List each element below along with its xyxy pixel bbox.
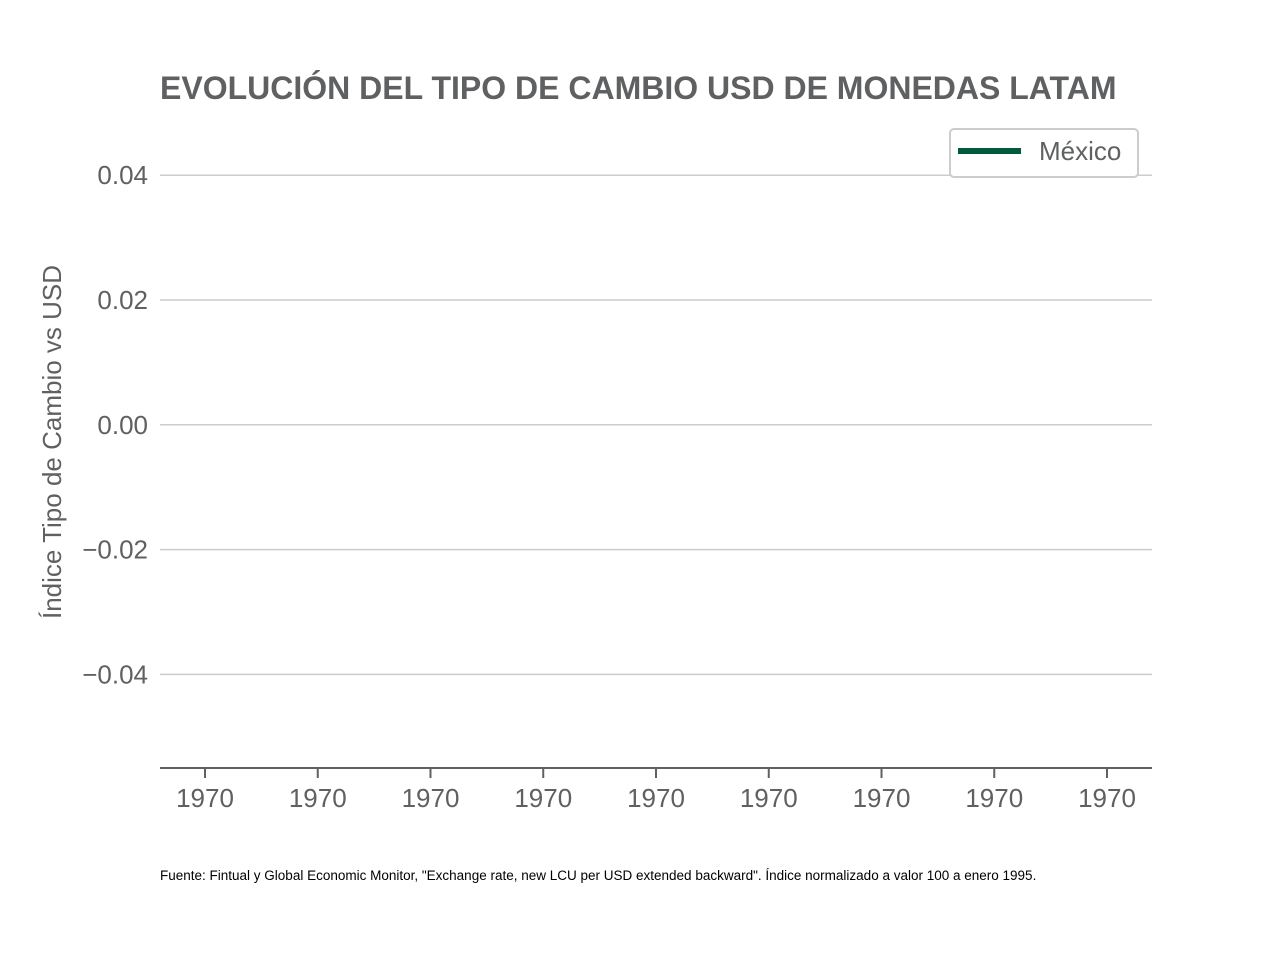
- x-ticks: 1970 1970 1970 1970 1970 1970 1970 1970 1970: [176, 768, 1136, 813]
- y-tick-label: 0.00: [97, 410, 148, 440]
- x-tick-label: 1970: [289, 783, 347, 813]
- x-tick-label: 1970: [740, 783, 798, 813]
- y-tick-label: 0.02: [97, 285, 148, 315]
- source-note: Fuente: Fintual y Global Economic Monito…: [160, 868, 1036, 883]
- x-tick-label: 1970: [853, 783, 911, 813]
- legend-label-mexico: México: [1039, 136, 1121, 166]
- x-tick-label: 1970: [1078, 783, 1136, 813]
- legend: México: [949, 128, 1139, 178]
- y-tick-label: 0.04: [97, 160, 148, 190]
- x-tick-label: 1970: [176, 783, 234, 813]
- x-tick-label: 1970: [514, 783, 572, 813]
- y-tick-labels: 0.04 0.02 0.00 −0.02 −0.04: [82, 160, 148, 689]
- y-tick-label: −0.04: [82, 659, 148, 689]
- grid-lines: [160, 174, 1152, 676]
- chart-title: EVOLUCIÓN DEL TIPO DE CAMBIO USD DE MONE…: [160, 70, 1116, 106]
- x-tick-label: 1970: [402, 783, 460, 813]
- x-tick-label: 1970: [965, 783, 1023, 813]
- x-tick-label: 1970: [627, 783, 685, 813]
- legend-box: [949, 128, 1139, 178]
- y-tick-label: −0.02: [82, 535, 148, 565]
- y-axis-label: Índice Tipo de Cambio vs USD: [37, 265, 67, 619]
